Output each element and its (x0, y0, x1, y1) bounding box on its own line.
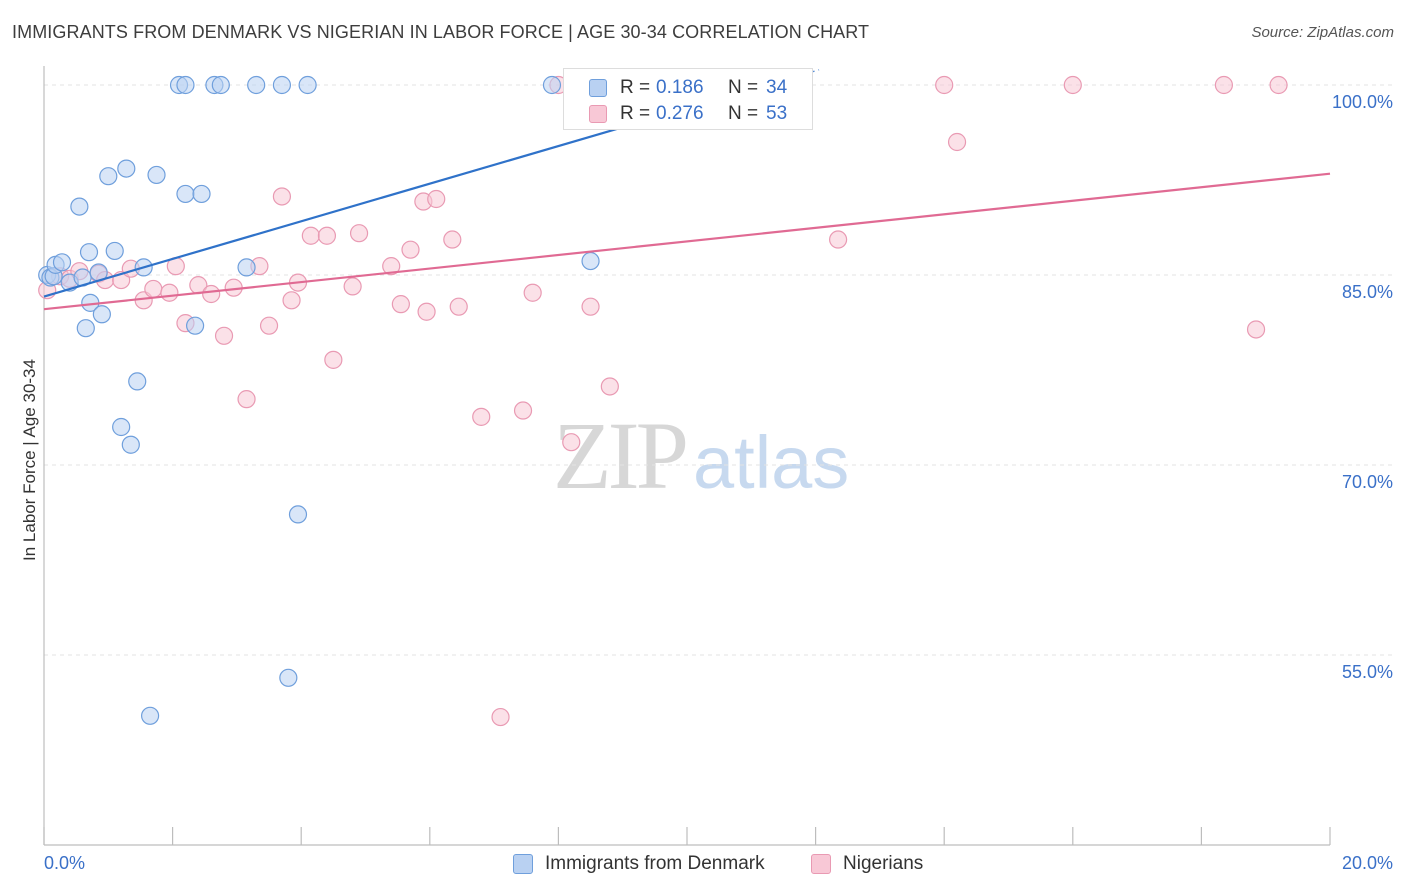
legend-label: Nigerians (843, 853, 924, 874)
data-point (117, 159, 136, 178)
nigerians-points (38, 75, 1288, 727)
n-label: N = (728, 77, 759, 98)
data-point (391, 295, 410, 314)
data-point (160, 283, 179, 302)
data-point (324, 350, 343, 369)
data-point (144, 279, 163, 299)
data-point (140, 706, 160, 725)
y-tick-label: 70.0% (1342, 472, 1393, 492)
data-point (70, 197, 89, 216)
data-point (105, 241, 124, 261)
data-point (1246, 320, 1266, 339)
data-point (112, 417, 131, 437)
data-point (449, 297, 468, 316)
data-point (1269, 75, 1288, 95)
data-point (491, 707, 510, 727)
r-label: R = (620, 77, 651, 98)
n-value: 34 (766, 77, 788, 98)
data-point (279, 668, 298, 687)
data-point (382, 257, 401, 276)
data-point (237, 390, 256, 409)
data-point (52, 253, 72, 272)
legend-label: Immigrants from Denmark (545, 853, 765, 874)
x-tick-label: 0.0% (44, 853, 85, 873)
data-point (581, 251, 600, 271)
data-point (121, 435, 140, 454)
y-tick-label: 85.0% (1342, 282, 1393, 302)
r-value: 0.186 (656, 77, 704, 98)
grid-layer (44, 84, 1392, 656)
data-point (523, 283, 542, 302)
tick-labels: 100.0% 85.0% 70.0% 55.0% 0.0% 20.0% (44, 92, 1393, 873)
axis-layer (43, 66, 1331, 846)
data-point (513, 401, 533, 420)
data-point (947, 132, 967, 152)
y-tick-label: 55.0% (1342, 662, 1393, 682)
data-point (935, 75, 954, 95)
data-point (128, 372, 147, 391)
data-point (176, 184, 195, 204)
data-point (562, 433, 581, 452)
data-point (282, 291, 301, 310)
watermark: ZIP atlas (553, 400, 849, 511)
nigerians-swatch (589, 105, 607, 123)
n-label: N = (728, 103, 759, 124)
denmark-swatch (589, 79, 607, 97)
data-point (272, 75, 292, 95)
legend-row-denmark: R = 0.186 N = 34 (564, 75, 812, 101)
denmark-swatch (513, 854, 533, 874)
r-label: R = (620, 103, 651, 124)
data-point (259, 316, 279, 335)
data-point (427, 189, 446, 209)
series-legend: Immigrants from Denmark Nigerians (0, 852, 1406, 878)
data-point (581, 297, 600, 316)
data-point (298, 75, 317, 95)
r-value: 0.276 (656, 103, 704, 124)
n-value: 53 (766, 103, 788, 124)
data-point (288, 505, 308, 524)
data-point (247, 75, 266, 95)
data-point (829, 230, 848, 249)
data-point (202, 284, 221, 304)
denmark-points (38, 75, 613, 725)
source-credit: Source: ZipAtlas.com (1251, 24, 1394, 41)
data-point (542, 75, 562, 95)
data-point (343, 277, 362, 296)
data-point (147, 165, 166, 185)
data-point (79, 243, 99, 262)
chart-title: IMMIGRANTS FROM DENMARK VS NIGERIAN IN L… (12, 22, 870, 42)
data-point (272, 187, 292, 206)
data-point (237, 258, 256, 277)
data-point (192, 184, 211, 204)
data-point (301, 226, 320, 245)
legend-row-nigerians: R = 0.276 N = 53 (564, 101, 812, 127)
trend-line-nigerians (43, 172, 1331, 311)
data-point (1063, 75, 1082, 95)
data-point (317, 226, 337, 245)
y-tick-label: 100.0% (1332, 92, 1393, 112)
correlation-legend: R = 0.186 N = 34 R = 0.276 N = 53 (563, 68, 813, 130)
data-point (214, 326, 234, 345)
watermark-atlas: atlas (693, 421, 850, 504)
x-tick-label: 20.0% (1342, 853, 1393, 873)
watermark-zip: ZIP (553, 402, 689, 509)
data-point (176, 75, 195, 95)
data-point (186, 316, 205, 335)
data-point (472, 407, 491, 426)
nigerians-swatch (811, 854, 831, 874)
data-point (401, 240, 420, 259)
data-point (99, 167, 118, 186)
data-point (1214, 75, 1234, 95)
data-point (349, 224, 369, 243)
data-point (443, 230, 462, 249)
data-point (76, 319, 95, 338)
data-point (600, 377, 619, 396)
data-point (211, 75, 230, 95)
data-point (417, 302, 436, 321)
data-point (92, 305, 111, 324)
